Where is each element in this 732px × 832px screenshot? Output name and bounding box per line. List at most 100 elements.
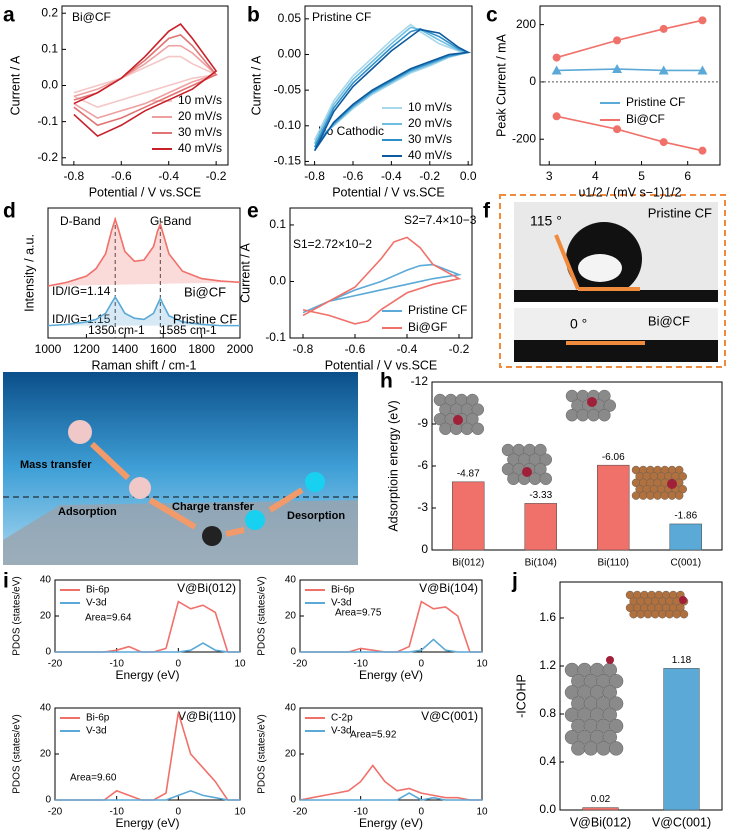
- y-axis-label: Current / A: [249, 55, 263, 115]
- angle-line: [554, 234, 580, 290]
- legend-label: V-3d: [331, 598, 352, 609]
- structure-atom: [678, 485, 687, 494]
- x-tick-label: -0.4: [158, 169, 179, 183]
- y-axis-label: -ICOHP: [514, 674, 528, 718]
- x-axis-label: Potential / V vs.SCE: [332, 185, 445, 199]
- adsorbate: [606, 656, 614, 664]
- y-axis-label: PDOS (states/eV): [12, 714, 23, 793]
- annotation: 1585 cm-1: [160, 323, 217, 337]
- series-line: [47, 295, 240, 327]
- y-axis-label: PDOS (states/eV): [12, 576, 23, 655]
- marker: [551, 65, 562, 75]
- series-line: [55, 712, 240, 801]
- data-label: -1.86: [674, 511, 697, 522]
- y-axis-label: PDOS (states/eV): [257, 714, 268, 793]
- structure-atom: [460, 422, 474, 435]
- structure-atom: [602, 730, 617, 745]
- bar: [663, 668, 700, 811]
- x-tick-label: 0: [419, 659, 425, 670]
- panel-f: f 115 ° Pristine CF 0 ° Bi@CF: [483, 194, 726, 368]
- x-tick-label: 6: [684, 169, 691, 183]
- bar: [582, 807, 619, 811]
- plot-frame: [289, 207, 473, 339]
- structure-atom: [636, 610, 645, 619]
- legend-label: 40 mV/s: [178, 141, 222, 155]
- structure-atom: [602, 707, 617, 722]
- structure-atom: [534, 463, 547, 476]
- x-tick-label: Bi(110): [598, 558, 630, 569]
- annotation: S1=2.72×10−2: [293, 237, 372, 251]
- adsorbate: [667, 479, 677, 489]
- series-line: [47, 216, 241, 287]
- data-label: 1.18: [672, 655, 692, 666]
- x-axis-label: υ1/2 / (mV s−1)1/2: [578, 185, 681, 199]
- ion: [305, 472, 325, 492]
- annotation: No Cathodic: [318, 124, 384, 138]
- x-tick-label: Bi(012): [452, 558, 484, 569]
- plot-frame: [304, 5, 473, 166]
- annotation: ID/IG=1.15: [52, 312, 111, 326]
- x-tick-label: 2000: [227, 342, 254, 356]
- annotation: G-Band: [150, 214, 191, 228]
- annotation: Area=9.60: [70, 773, 117, 784]
- x-axis-label: Energy (eV): [115, 816, 179, 830]
- adsorbate: [587, 397, 597, 407]
- y-tick-label: 0: [45, 647, 51, 658]
- substrate: [514, 290, 718, 302]
- panel-label: a: [3, 4, 15, 27]
- marker: [698, 16, 707, 25]
- y-tick-label: 0.00: [278, 47, 302, 61]
- y-tick-label: 0: [45, 795, 51, 806]
- series-line: [300, 600, 482, 653]
- arrow: [89, 441, 131, 481]
- bar: [524, 503, 557, 551]
- panel-g: g Mass transfer Adsorption Charge transf…: [3, 372, 358, 565]
- structure-atom: [507, 472, 520, 485]
- annotation: ID/IG=1.14: [52, 284, 111, 298]
- legend-label: Bi-6p: [86, 585, 110, 596]
- structure-atom: [608, 741, 624, 756]
- x-tick-label: Bi(104): [525, 558, 557, 569]
- y-tick-label: 0.0: [269, 274, 286, 288]
- x-tick-label: -20: [48, 659, 63, 670]
- y-tick-label: 0: [529, 74, 536, 88]
- y-tick-label: 0: [290, 647, 296, 658]
- marker: [658, 65, 669, 75]
- droplet-highlight: [578, 254, 622, 282]
- y-tick-label: 20: [285, 749, 297, 760]
- structure-atom: [672, 610, 681, 619]
- series-line: [55, 600, 240, 653]
- series-line: [313, 28, 471, 152]
- structure-atom: [596, 741, 611, 756]
- annotation: S2=7.4×10−3: [404, 213, 477, 227]
- series-line: [556, 19, 703, 59]
- structure-atom: [639, 491, 648, 500]
- x-tick-label: -0.4: [381, 169, 402, 183]
- x-tick-label: -0.8: [293, 342, 314, 356]
- legend-label: V-3d: [86, 598, 107, 609]
- x-axis-label: Potential / V vs.SCE: [325, 358, 438, 372]
- structure-atom: [571, 741, 586, 756]
- x-tick-label: C(001): [670, 558, 701, 569]
- y-tick-label: 40: [40, 575, 52, 586]
- legend-label: Bi@CF: [626, 112, 665, 126]
- y-tick-label: 1.6: [539, 610, 556, 624]
- plot-frame: [539, 5, 721, 166]
- x-tick-label: -0.6: [343, 169, 364, 183]
- x-tick-label: -10: [109, 807, 124, 818]
- x-tick-label: -20: [293, 659, 308, 670]
- marker: [552, 53, 561, 62]
- x-tick-label: 0: [176, 807, 182, 818]
- x-tick-label: 0: [176, 659, 182, 670]
- step-label: Desorption: [287, 510, 345, 522]
- marker: [659, 24, 668, 33]
- structure-atom: [608, 718, 624, 734]
- panel-label: e: [247, 200, 259, 223]
- y-tick-label: 0.2: [41, 5, 58, 19]
- structure-atom: [471, 422, 484, 435]
- x-tick-label: 3: [546, 169, 553, 183]
- legend-label: Pristine CF: [173, 311, 237, 326]
- y-axis-label: PDOS (states/eV): [257, 576, 268, 655]
- structure-atom: [651, 610, 660, 619]
